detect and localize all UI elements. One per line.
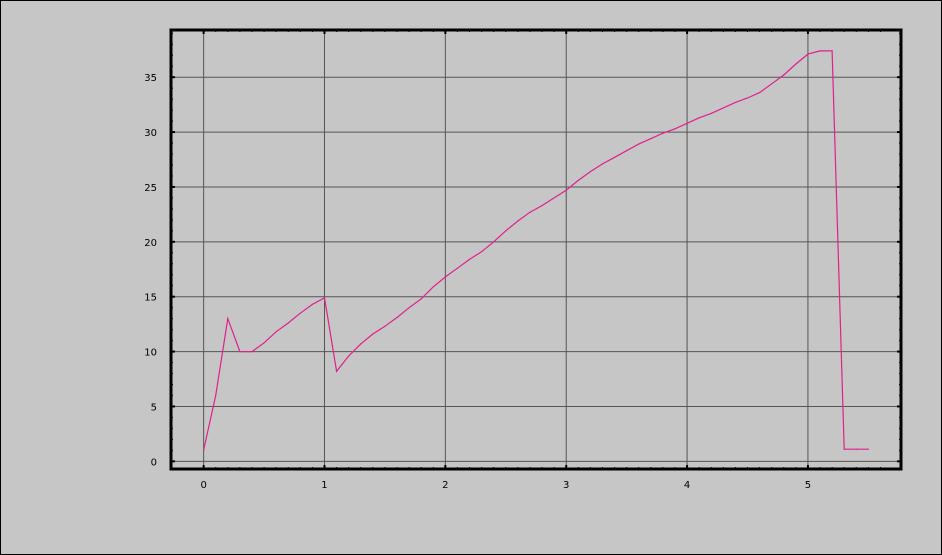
data-point: [746, 97, 749, 99]
data-point: [710, 112, 712, 115]
plot-area: [169, 28, 903, 471]
data-point: [335, 370, 338, 372]
data-point: [420, 298, 422, 300]
data-point: [263, 342, 265, 344]
y-axis-labels: 0 5 10 15 20 25 30 35: [144, 73, 157, 468]
data-point: [553, 197, 555, 199]
data-point: [819, 50, 821, 52]
data-point: [505, 230, 507, 232]
y-tick-label: 35: [144, 73, 157, 84]
data-point: [771, 83, 773, 85]
data-point: [468, 258, 471, 260]
data-point: [493, 241, 495, 243]
data-point: [855, 448, 857, 450]
data-point: [589, 170, 591, 173]
y-tick-label: 15: [144, 293, 157, 304]
data-point: [227, 318, 229, 320]
data-point: [626, 150, 628, 152]
data-point: [807, 53, 809, 55]
data-point: [456, 267, 459, 269]
data-point: [541, 205, 543, 207]
y-tick-label: 25: [144, 183, 157, 194]
y-tick-label: 5: [151, 402, 157, 413]
data-point: [529, 211, 531, 213]
data-point: [867, 448, 869, 450]
data-point: [396, 316, 398, 319]
data-point: [251, 350, 253, 353]
data-point: [408, 307, 410, 309]
y-tick-label: 10: [144, 348, 157, 359]
data-point: [734, 101, 737, 104]
data-point: [601, 163, 604, 165]
x-tick-label: 5: [805, 480, 811, 491]
y-tick-label: 30: [144, 128, 157, 139]
data-point: [662, 132, 664, 134]
data-point: [758, 91, 761, 94]
data-point: [613, 156, 616, 158]
axis-ticks: [171, 30, 901, 469]
data-point: [650, 138, 652, 140]
data-point: [698, 117, 700, 119]
data-point: [203, 449, 205, 451]
data-point: [360, 343, 362, 345]
data-point: [299, 312, 301, 314]
x-axis-labels: 0 1 2 3 4 5: [200, 480, 811, 491]
data-point: [384, 325, 386, 327]
x-tick-label: 3: [563, 480, 569, 491]
data-point: [215, 394, 217, 397]
data-point: [795, 63, 797, 65]
data-point: [239, 350, 241, 353]
data-point: [843, 448, 845, 450]
x-tick-label: 2: [442, 480, 448, 491]
data-point: [432, 286, 434, 288]
data-point: [783, 74, 785, 76]
data-point: [444, 276, 446, 278]
y-tick-label: 20: [144, 238, 157, 249]
data-point: [481, 251, 483, 253]
data-point: [674, 128, 676, 130]
data-point: [577, 179, 579, 181]
series-line: [203, 50, 869, 451]
x-tick-label: 0: [200, 480, 206, 491]
data-point: [348, 355, 350, 357]
data-point: [311, 303, 314, 305]
grid: [171, 30, 901, 469]
data-point: [275, 331, 277, 333]
x-tick-label: 1: [321, 480, 327, 491]
data-point: [686, 122, 688, 124]
data-point: [323, 297, 326, 299]
data-point: [372, 333, 374, 335]
data-point: [638, 143, 640, 145]
data-point: [831, 50, 833, 52]
data-point: [517, 220, 519, 222]
x-tick-label: 4: [684, 480, 690, 491]
data-points: [203, 50, 869, 451]
data-point: [722, 107, 724, 109]
data-point: [565, 189, 567, 191]
y-tick-label: 0: [151, 457, 157, 468]
data-point: [287, 322, 289, 324]
